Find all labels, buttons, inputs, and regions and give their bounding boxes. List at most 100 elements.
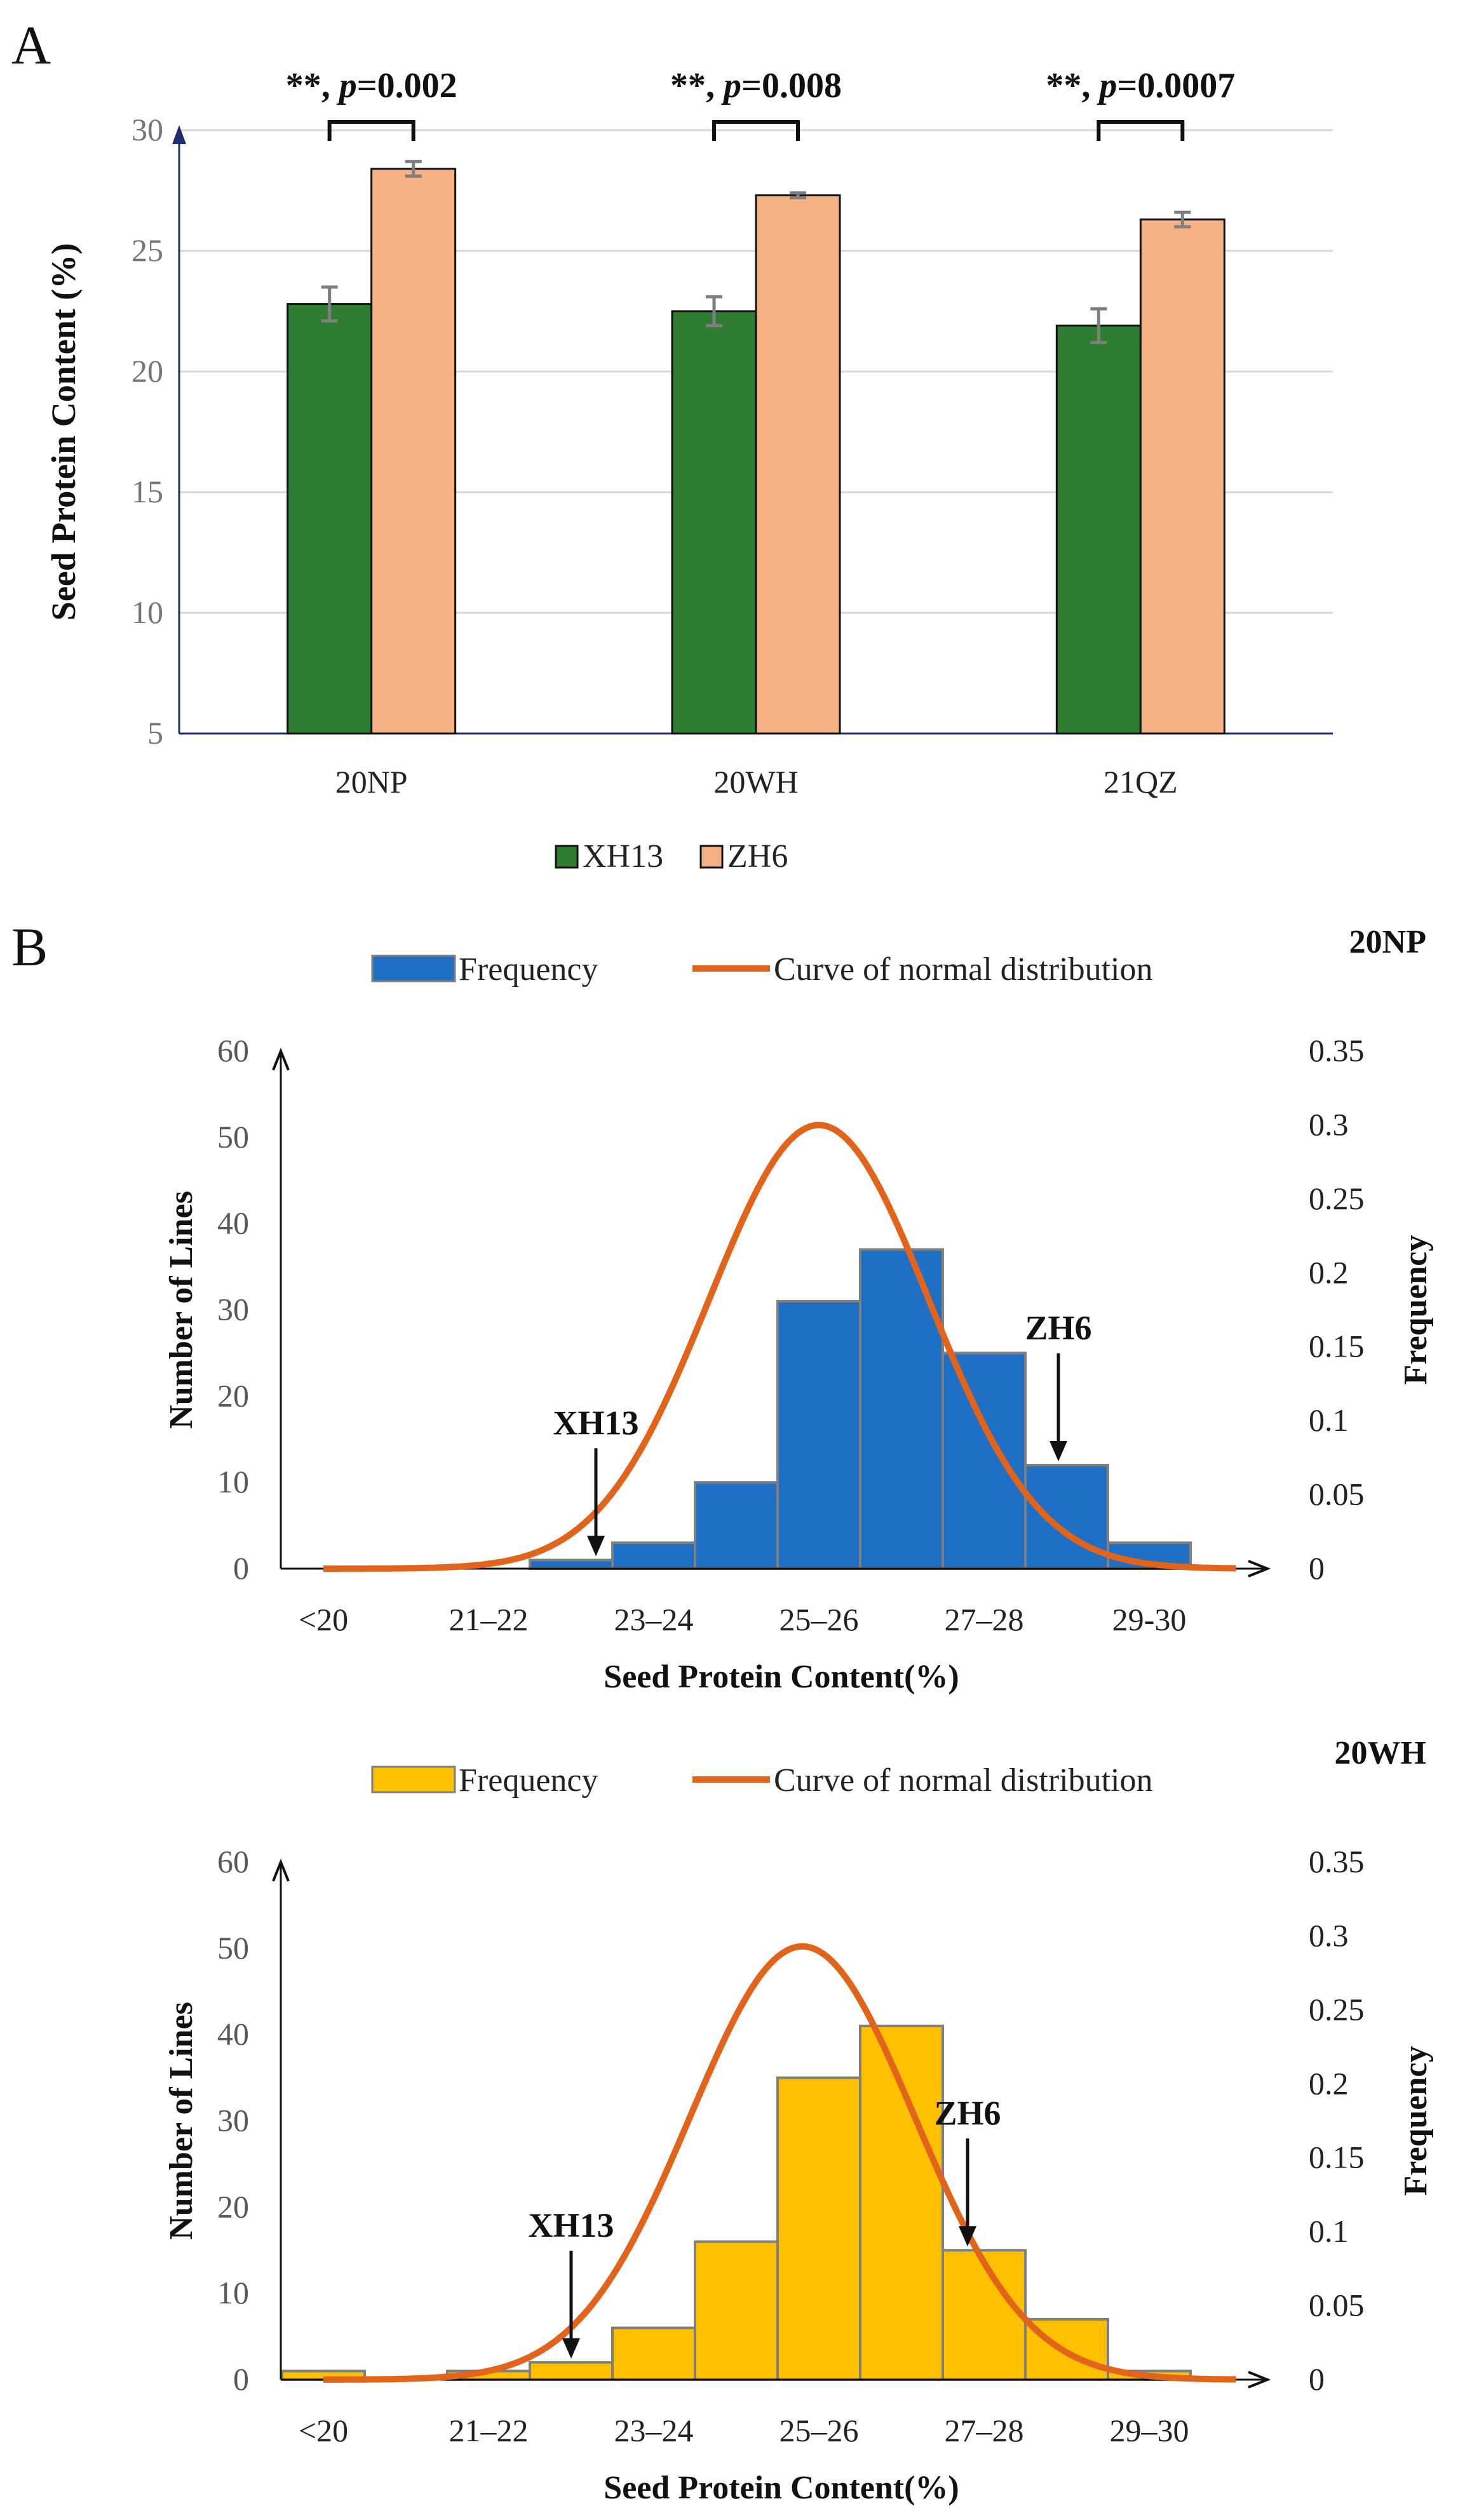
legend-swatch-frequency xyxy=(371,1766,456,1793)
left-y-tick-label: 40 xyxy=(217,1205,249,1241)
x-tick-label: 23–24 xyxy=(614,2413,694,2448)
left-y-axis-label: Number of Lines xyxy=(163,1191,199,1429)
x-tick-label: 25–26 xyxy=(780,2413,859,2448)
significance-bracket xyxy=(327,120,415,141)
x-tick-label: 21QZ xyxy=(1104,764,1178,800)
right-y-tick-label: 0 xyxy=(1309,1550,1325,1586)
legend-label-xh13: XH13 xyxy=(583,838,663,875)
significance-label: **, p=0.008 xyxy=(670,66,842,105)
left-y-tick-label: 20 xyxy=(217,2188,249,2224)
left-y-tick-label: 10 xyxy=(217,2275,249,2310)
site-label: 20WH xyxy=(1335,1735,1426,1771)
x-tick-label: 25–26 xyxy=(780,1602,859,1637)
x-axis-label: Seed Protein Content(%) xyxy=(604,1659,959,1695)
y-axis-arrow xyxy=(172,125,186,144)
normal-curve xyxy=(323,1943,1236,2383)
x-tick-label: <20 xyxy=(299,2413,348,2448)
legend-label-zh6: ZH6 xyxy=(727,838,788,875)
right-y-tick-label: 0.1 xyxy=(1309,2213,1349,2249)
arrow-label-xh13: XH13 xyxy=(529,2206,614,2244)
histogram-bar xyxy=(776,2076,861,2381)
right-y-tick-label: 0.25 xyxy=(1309,1992,1365,2027)
arrow-head xyxy=(587,1536,605,1557)
x-axis-arrow xyxy=(1248,1560,1271,1578)
left-y-tick-label: 50 xyxy=(217,1119,249,1155)
left-y-tick-label: 20 xyxy=(217,1377,249,1413)
right-y-tick-label: 0.2 xyxy=(1309,1254,1349,1290)
legend-label-curve: Curve of normal distribution xyxy=(774,951,1152,988)
histogram-bar xyxy=(694,2240,779,2382)
right-y-tick-label: 0.35 xyxy=(1309,1844,1365,1879)
bar-zh6-20np xyxy=(370,168,457,735)
arrow-head xyxy=(1050,1441,1067,1461)
left-y-tick-label: 10 xyxy=(217,1464,249,1499)
right-y-axis-label: Frequency xyxy=(1398,2046,1434,2196)
arrow-label-zh6: ZH6 xyxy=(1025,1309,1091,1347)
panel-a-letter: A xyxy=(11,15,51,76)
x-tick-label: <20 xyxy=(299,1602,348,1637)
site-label: 20NP xyxy=(1349,924,1426,960)
histogram-bar xyxy=(611,1541,696,1570)
x-axis-label: Seed Protein Content(%) xyxy=(604,2470,959,2506)
legend-swatch-zh6 xyxy=(699,845,724,869)
left-y-arrow xyxy=(272,1858,290,1882)
right-y-tick-label: 0.3 xyxy=(1309,1917,1349,1953)
legend-swatch-xh13 xyxy=(555,845,579,869)
bar-zh6-20wh xyxy=(755,194,841,735)
histogram-bar xyxy=(942,2249,1027,2381)
bar-zh6-21qz xyxy=(1139,218,1225,735)
histogram-bar xyxy=(529,2361,614,2381)
histogram-20wh: 20WH Frequency Curve of normal distributio… xyxy=(163,1735,1434,2506)
x-tick-label: 27–28 xyxy=(945,1602,1024,1637)
left-y-tick-label: 60 xyxy=(217,1033,249,1068)
arrow-label-zh6: ZH6 xyxy=(934,2094,1001,2132)
left-y-tick-label: 0 xyxy=(233,2361,249,2397)
left-y-tick-label: 30 xyxy=(217,2103,249,2138)
y-tick-label: 15 xyxy=(132,474,163,509)
histogram-bar xyxy=(611,2326,696,2381)
legend-swatch-frequency xyxy=(371,955,456,982)
x-tick-label: 20WH xyxy=(713,764,798,800)
right-y-tick-label: 0.05 xyxy=(1309,2288,1365,2323)
x-axis-arrow xyxy=(1248,2371,1271,2389)
y-tick-label: 5 xyxy=(147,715,163,751)
right-y-tick-label: 0.05 xyxy=(1309,1477,1365,1512)
histogram-bar xyxy=(694,1481,779,1571)
y-axis-label: Seed Protein Content (%) xyxy=(44,243,83,620)
right-y-tick-label: 0 xyxy=(1309,2361,1325,2397)
significance-bracket xyxy=(712,120,800,141)
histogram-bar xyxy=(942,1351,1027,1571)
significance-label: **, p=0.0007 xyxy=(1046,66,1235,105)
legend-label-frequency: Frequency xyxy=(459,1762,598,1799)
left-y-tick-label: 50 xyxy=(217,1930,249,1966)
y-tick-label: 10 xyxy=(132,594,163,630)
histogram-20np: 20NP Frequency Curve of normal distributio… xyxy=(163,924,1434,1695)
x-tick-label: 27–28 xyxy=(945,2413,1024,2448)
significance-label: **, p=0.002 xyxy=(286,66,457,105)
x-tick-label: 21–22 xyxy=(449,2413,529,2448)
bar-xh13-20wh xyxy=(671,310,757,735)
left-y-tick-label: 30 xyxy=(217,1292,249,1327)
bar-xh13-20np xyxy=(287,303,373,735)
right-y-tick-label: 0.2 xyxy=(1309,2065,1349,2101)
right-y-tick-label: 0.1 xyxy=(1309,1402,1349,1438)
histogram-bar xyxy=(776,1299,861,1571)
y-tick-label: 25 xyxy=(132,232,163,268)
right-y-tick-label: 0.35 xyxy=(1309,1033,1365,1068)
right-y-tick-label: 0.15 xyxy=(1309,1329,1365,1364)
arrow-label-xh13: XH13 xyxy=(553,1404,639,1442)
x-tick-label: 21–22 xyxy=(449,1602,529,1637)
left-y-tick-label: 40 xyxy=(217,2016,249,2052)
significance-bracket xyxy=(1097,120,1185,141)
arrow-head xyxy=(562,2338,580,2359)
left-y-axis-label: Number of Lines xyxy=(163,2002,199,2240)
right-y-tick-label: 0.3 xyxy=(1309,1106,1349,1142)
left-y-arrow xyxy=(272,1047,290,1071)
left-y-tick-label: 60 xyxy=(217,1844,249,1879)
normal-curve xyxy=(323,1122,1236,1572)
legend-label-curve: Curve of normal distribution xyxy=(774,1762,1152,1799)
y-tick-label: 20 xyxy=(132,353,163,389)
x-tick-label: 23–24 xyxy=(614,1602,694,1637)
y-tick-label: 30 xyxy=(132,112,163,147)
